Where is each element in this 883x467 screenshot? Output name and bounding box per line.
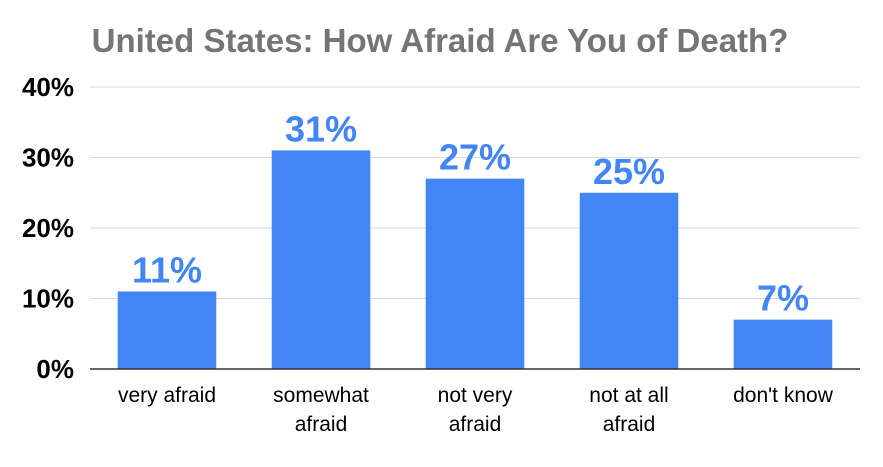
y-tick-label: 0%: [36, 354, 74, 384]
chart-title: United States: How Afraid Are You of Dea…: [92, 22, 789, 59]
x-tick-label: don't know: [733, 384, 834, 407]
x-tick-label: somewhat afraid: [273, 384, 369, 436]
x-tick-label: not very afraid: [438, 384, 513, 436]
y-tick-label: 40%: [22, 72, 74, 102]
x-axis-tick-labels: very afraid somewhat afraid not very afraid n…: [118, 384, 834, 436]
data-label: 31%: [285, 108, 357, 149]
data-labels: 11% 31% 27% 25% 7%: [132, 108, 809, 318]
data-label: 25%: [593, 151, 665, 192]
data-label: 27%: [439, 137, 511, 178]
x-tick-label: not at all afraid: [589, 384, 668, 436]
bar: [425, 178, 525, 369]
x-tick-label: very afraid: [118, 384, 216, 407]
bar: [117, 291, 217, 369]
bar: [579, 192, 679, 369]
bars: [117, 150, 833, 369]
y-tick-label: 20%: [22, 213, 74, 243]
bar: [271, 150, 371, 369]
y-tick-label: 30%: [22, 143, 74, 173]
y-axis-tick-labels: 0% 10% 20% 30% 40%: [22, 72, 74, 384]
data-label: 11%: [132, 249, 202, 290]
bar: [733, 319, 833, 369]
y-tick-label: 10%: [22, 284, 74, 314]
data-label: 7%: [757, 278, 809, 319]
